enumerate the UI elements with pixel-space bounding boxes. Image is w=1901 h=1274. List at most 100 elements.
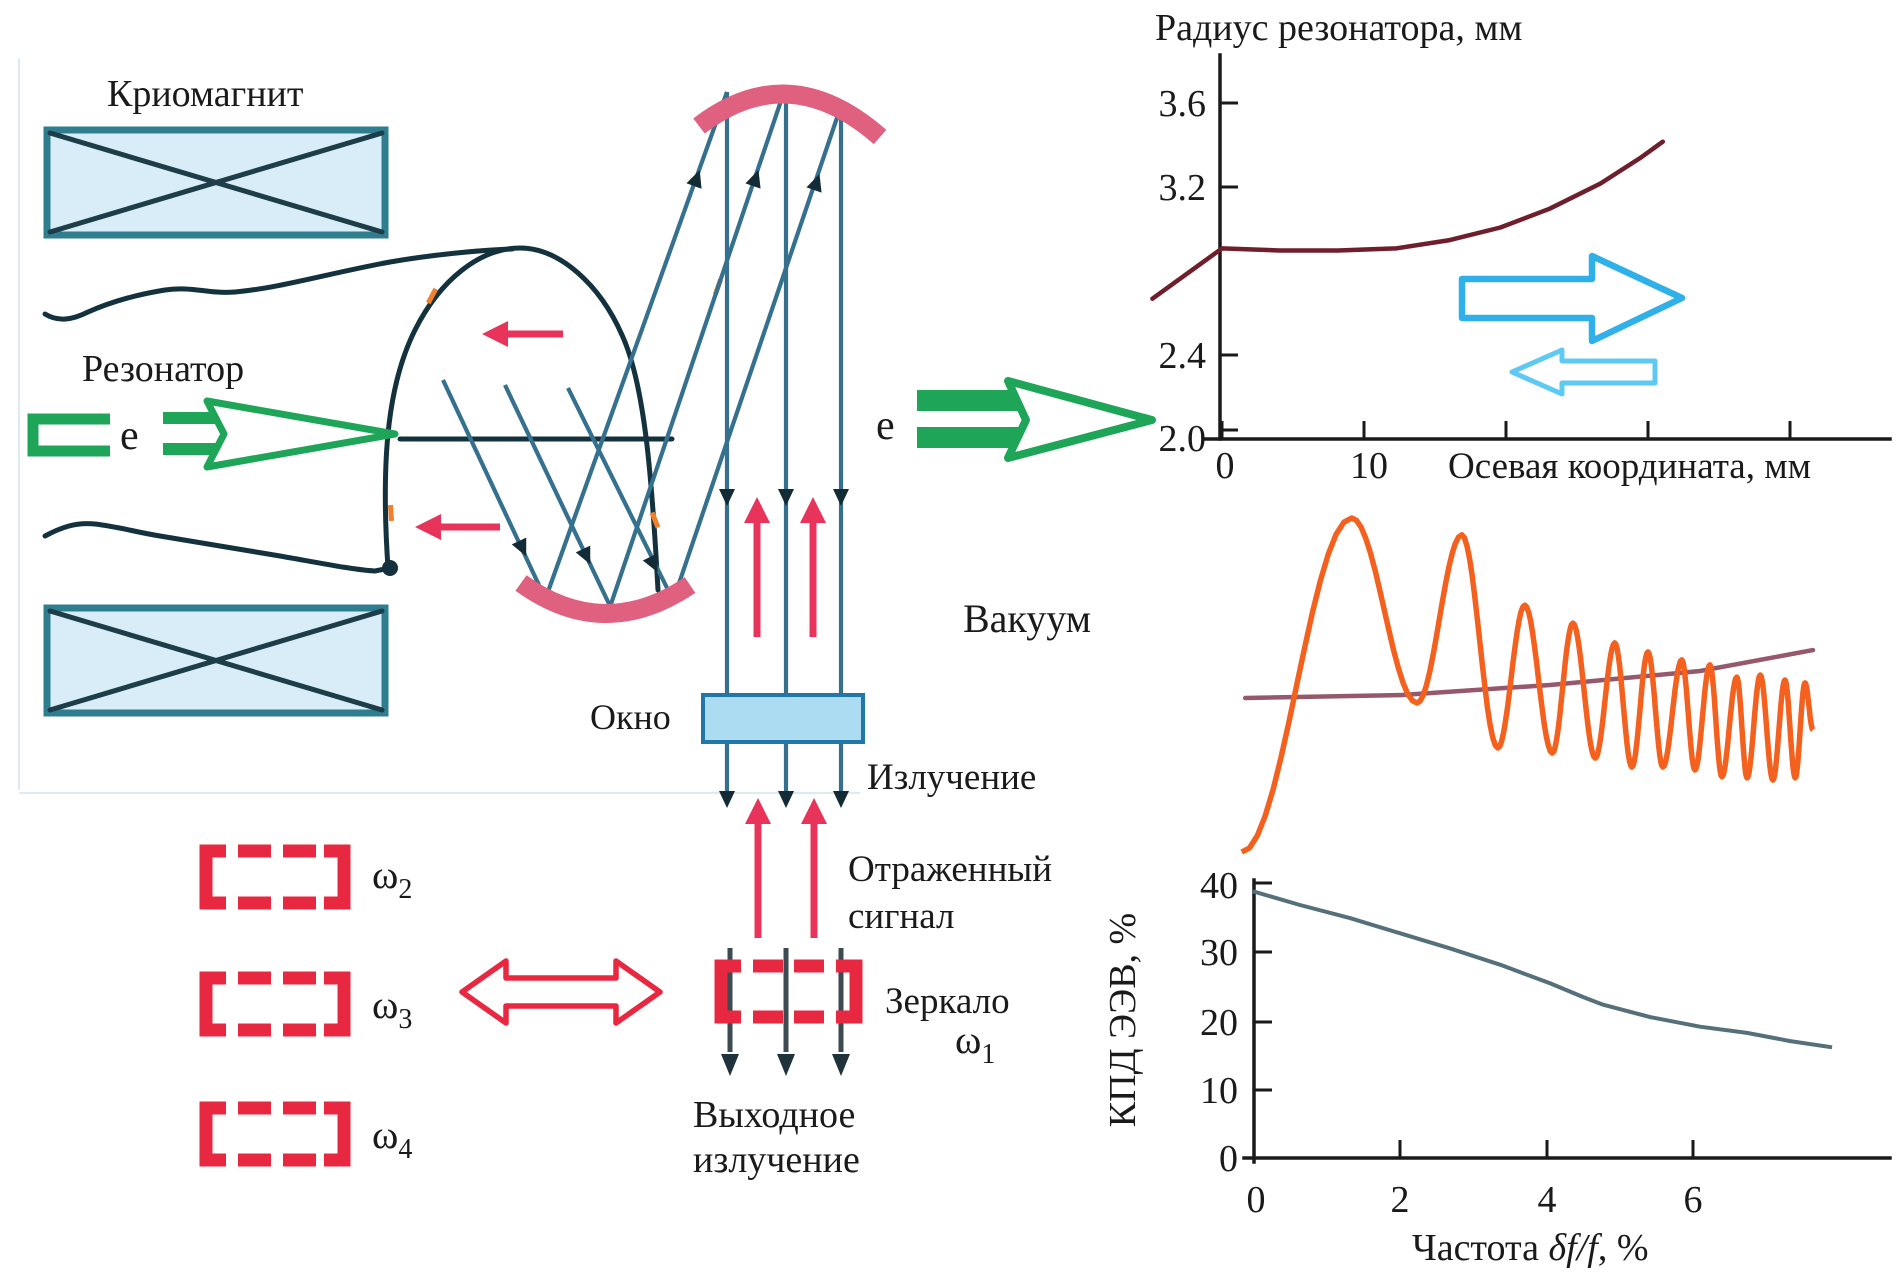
reflected-signal-label-line2: сигнал <box>848 896 954 937</box>
y-tick-label: 40 <box>1200 865 1238 907</box>
ray-arrowhead-icon <box>719 791 735 808</box>
y-tick-label: 2.4 <box>1159 335 1207 377</box>
electron-arrow-icon <box>1004 377 1156 462</box>
output-radiation-label-line1: Выходное <box>693 1094 855 1136</box>
y-ticks <box>1220 101 1238 432</box>
vacuum-label: Вакуум <box>963 596 1091 641</box>
mirror-label: Зеркало <box>885 981 1010 1022</box>
y-tick-label: 2.0 <box>1159 418 1207 460</box>
y-tick-label: 3.2 <box>1159 167 1207 209</box>
xlabel-prefix: Частота <box>1412 1227 1548 1269</box>
coil-cross-line <box>47 608 385 713</box>
ray-arrowhead-icon <box>833 489 849 506</box>
ray-arrowhead-icon <box>833 791 849 808</box>
top-mirror <box>693 84 887 145</box>
chart-efficiency: КПД ЭЭВ, % 40 30 20 10 0 0 2 4 6 Частота… <box>1102 865 1892 1269</box>
xlabel-suffix: , % <box>1598 1227 1649 1269</box>
omega4-label: ω4 <box>372 1112 412 1165</box>
omega-symbol: ω <box>955 1017 981 1062</box>
ray-arrowhead-icon <box>745 169 761 189</box>
x-tick-label: 10 <box>1350 445 1388 487</box>
beam-tail-bar <box>163 443 217 455</box>
x-ticks <box>1398 1140 1695 1158</box>
omega-subscript: 3 <box>398 1004 412 1035</box>
electron-beam-left <box>27 397 399 471</box>
cryomagnet-coil-top <box>43 126 389 239</box>
x-tick-label: 0 <box>1216 445 1235 487</box>
backward-wave-arrow-icon <box>1509 347 1658 397</box>
reflected-signal-label-line1: Отраженный <box>848 849 1052 890</box>
y-ticks <box>1254 881 1272 1092</box>
omega1-mirror-cavity <box>714 948 863 1076</box>
omega-subscript: 1 <box>981 1039 995 1070</box>
wall-curve <box>1242 647 1816 701</box>
output-beam-arrowhead-icon <box>777 1054 795 1076</box>
x-tick-label: 0 <box>1247 1179 1266 1221</box>
chart-efficiency-ylabel: КПД ЭЭВ, % <box>1102 913 1144 1127</box>
window-label: Окно <box>590 697 671 737</box>
x-tick-label: 4 <box>1538 1179 1557 1221</box>
red-up-arrow-head-icon <box>800 497 826 523</box>
red-left-arrow-head-icon <box>482 321 508 347</box>
dashed-bracket-right <box>324 1101 351 1167</box>
double-arrow-icon <box>459 958 663 1026</box>
y-tick-label: 0 <box>1219 1138 1238 1180</box>
dashed-bracket-left <box>199 844 226 910</box>
xlabel-italic: δf/f <box>1548 1227 1602 1269</box>
omega3-cavity <box>199 971 351 1037</box>
schematic: Криомагнит Резонатор e e Вакуум Окно Изл… <box>18 58 1156 1181</box>
dashed-bracket-left <box>714 959 741 1024</box>
ray-arrowhead-icon <box>686 169 702 189</box>
cryomagnet-coil-bottom <box>43 604 389 717</box>
dashed-bracket-right <box>836 959 863 1024</box>
gun-contour-top <box>42 246 515 322</box>
ray-arrowhead-icon <box>806 173 822 193</box>
beam-rays <box>441 85 849 808</box>
dashed-bracket-left <box>199 971 226 1037</box>
red-arrows <box>415 321 827 938</box>
ray-down-diagonal <box>441 379 547 599</box>
ray-arrowhead-icon <box>778 489 794 506</box>
beam-tail-bar <box>917 427 1018 448</box>
y-tick-label: 30 <box>1200 932 1238 974</box>
contour-node-dot <box>382 560 398 576</box>
x-ticks <box>1220 421 1792 439</box>
red-left-arrow-head-icon <box>415 514 441 540</box>
gun-contour-bottom <box>42 521 393 574</box>
red-up-arrow-head-icon <box>744 497 770 523</box>
forward-wave-arrow-icon <box>1458 252 1686 345</box>
y-tick-label: 20 <box>1200 1002 1238 1044</box>
x-tick-label: 6 <box>1684 1179 1703 1221</box>
omega-subscript: 2 <box>398 874 412 905</box>
phase-mark <box>426 287 438 305</box>
output-beam-arrowhead-icon <box>721 1054 739 1076</box>
dashed-bracket-right <box>324 844 351 910</box>
cathode-bracket-icon <box>27 413 110 457</box>
chart-field <box>1240 515 1816 855</box>
electron-label-right: e <box>876 403 895 449</box>
cavity-arch-contour <box>382 245 661 593</box>
radius-curve <box>1150 139 1666 301</box>
ray-down-diagonal <box>503 384 612 607</box>
omega1-label: ω1 <box>955 1017 995 1070</box>
red-up-arrow-head-icon <box>801 798 827 824</box>
electron-arrow-icon <box>203 397 399 471</box>
ray-arrowhead-icon <box>511 537 527 557</box>
chart-radius: Радиус резонатора, мм 3.6 3.2 2.4 2.0 0 … <box>1150 7 1892 487</box>
coil-cross-line <box>47 130 385 235</box>
radiation-label: Излучение <box>867 757 1036 798</box>
ray-arrowhead-icon <box>719 489 735 506</box>
red-up-arrow-head-icon <box>745 798 771 824</box>
chart-efficiency-xlabel: Частота δf/f, % <box>1412 1227 1648 1269</box>
resonator-label: Резонатор <box>82 348 244 390</box>
omega2-label: ω2 <box>372 852 412 905</box>
y-tick-label: 10 <box>1200 1070 1238 1112</box>
dashed-bracket-left <box>199 1101 226 1167</box>
phase-mark <box>387 504 395 522</box>
omega-symbol: ω <box>372 1112 398 1157</box>
ray-arrowhead-icon <box>642 553 658 573</box>
dashed-bracket-right <box>324 971 351 1037</box>
output-radiation-label-line2: излучение <box>693 1139 860 1181</box>
ray-arrowhead-icon <box>575 545 591 565</box>
